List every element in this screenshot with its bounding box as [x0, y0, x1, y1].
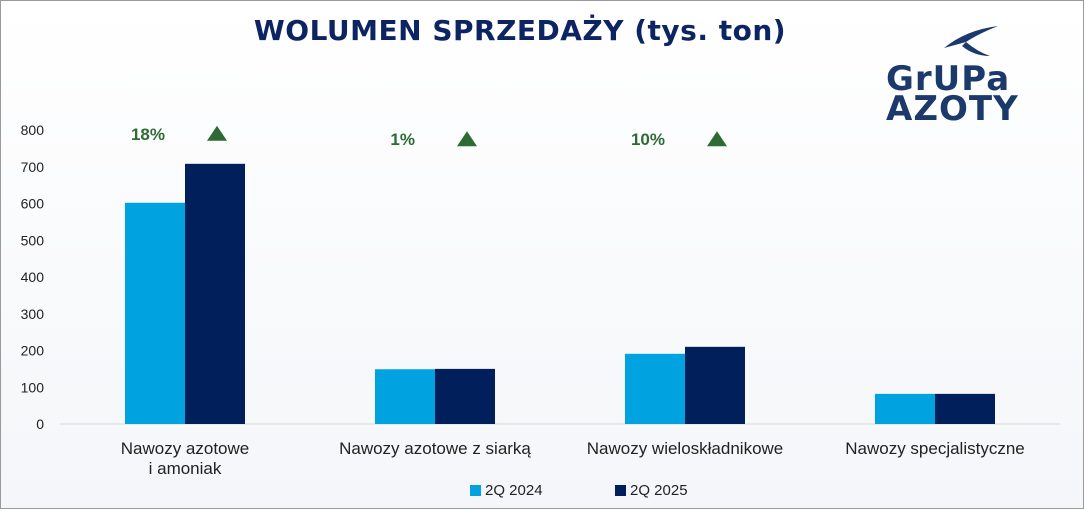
legend-label-2024: 2Q 2024: [485, 482, 543, 499]
logo-swoosh-icon: [944, 26, 998, 56]
x-category-label: i amoniak: [149, 459, 222, 478]
x-category-label: Nawozy azotowe: [121, 439, 250, 458]
up-triangle-icon: [707, 131, 727, 147]
y-tick-label: 300: [21, 306, 45, 322]
bar-2024-2: [625, 353, 685, 424]
legend-label-2025: 2Q 2025: [630, 482, 688, 499]
x-category-label: Nawozy azotowe z siarką: [339, 439, 531, 458]
legend-item-2025: 2Q 2025: [615, 482, 688, 499]
y-tick-label: 100: [21, 379, 45, 395]
up-triangle-icon: [457, 131, 477, 147]
y-tick-label: 700: [21, 159, 45, 175]
y-tick-label: 500: [21, 232, 45, 248]
y-tick-label: 600: [21, 196, 45, 212]
legend-swatch-2024: [470, 485, 481, 496]
bar-2024-1: [375, 369, 435, 424]
legend-swatch-2025: [615, 485, 626, 496]
chart-title: WOLUMEN SPRZEDAŻY (tys. ton): [253, 14, 787, 47]
logo-line2: AZOTY: [886, 89, 1019, 129]
x-category-label: Nawozy specjalistyczne: [845, 439, 1025, 458]
y-tick-label: 800: [21, 122, 45, 138]
growth-label: 10%: [631, 130, 665, 149]
grupa-azoty-logo: GrUPa AZOTY: [886, 22, 1046, 127]
bar-2025-2: [685, 346, 745, 424]
bar-2025-0: [185, 163, 245, 424]
bar-2025-3: [935, 393, 995, 424]
x-category-label: Nawozy wieloskładnikowe: [587, 439, 784, 458]
bar-2025-1: [435, 368, 495, 424]
y-tick-label: 200: [21, 343, 45, 359]
legend-item-2024: 2Q 2024: [470, 482, 543, 499]
bar-2024-3: [875, 393, 935, 424]
y-tick-label: 400: [21, 269, 45, 285]
growth-label: 18%: [131, 125, 165, 144]
y-tick-label: 0: [36, 416, 44, 432]
up-triangle-icon: [207, 125, 227, 141]
growth-label: 1%: [390, 130, 415, 149]
logo-line1: GrUPa: [886, 59, 1011, 99]
bar-2024-0: [125, 202, 185, 424]
